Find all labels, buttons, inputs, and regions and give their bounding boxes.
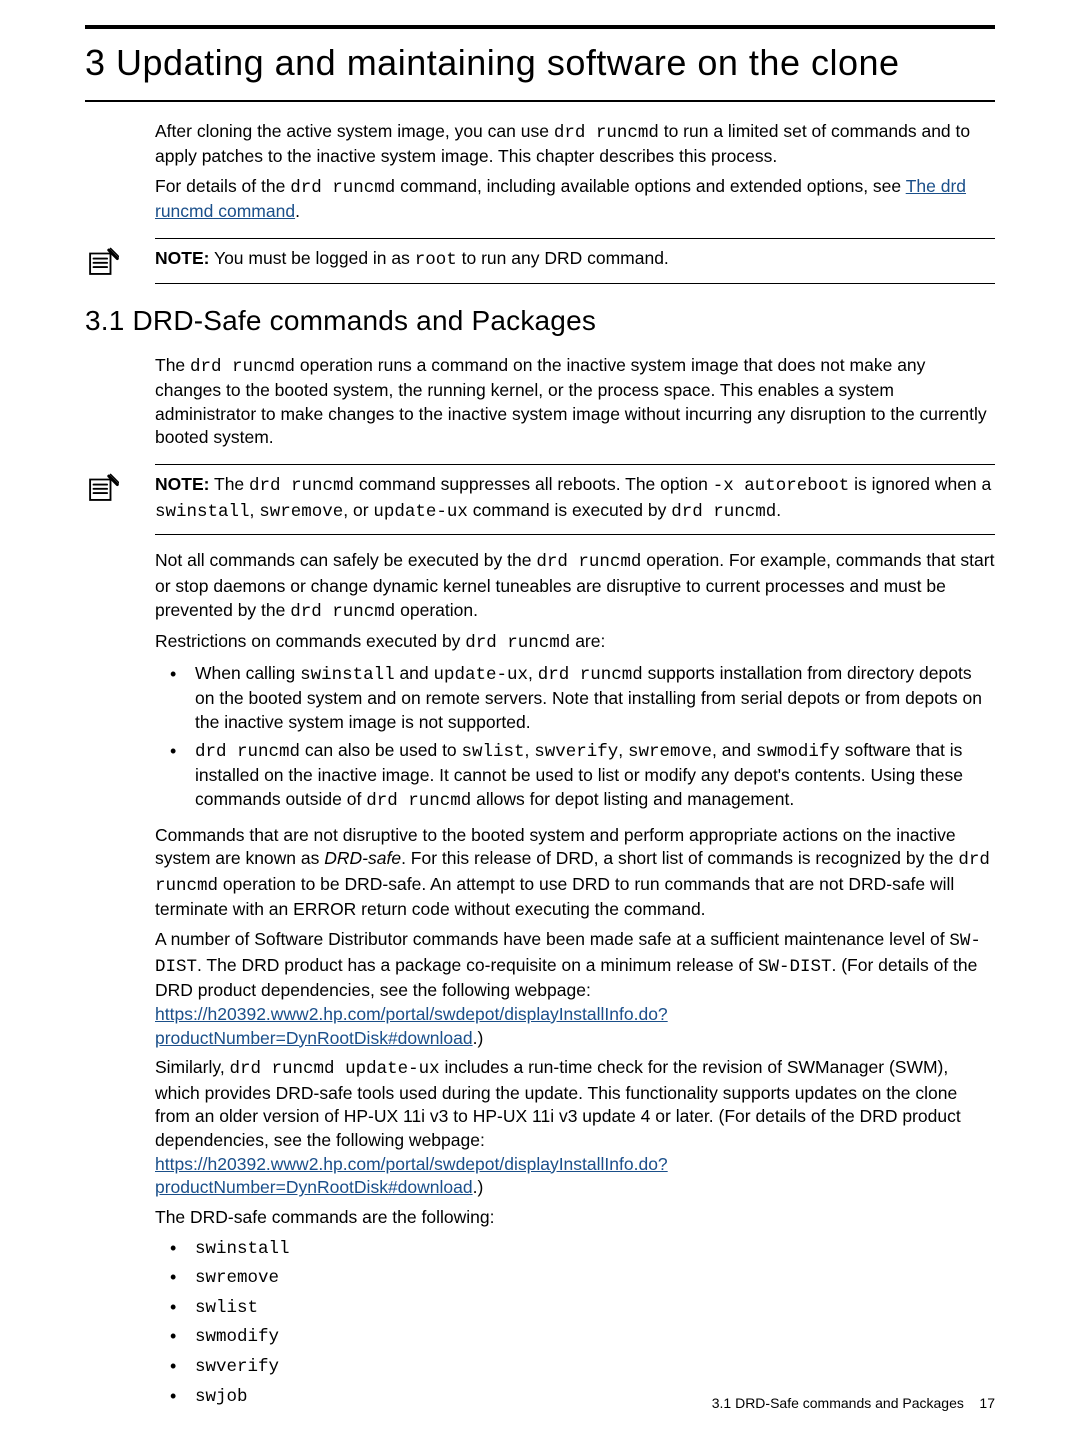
text: .): [473, 1028, 484, 1048]
body-para-7: Similarly, drd runcmd update-ux includes…: [155, 1056, 995, 1200]
intro-para-1: After cloning the active system image, y…: [155, 120, 995, 169]
text: ,: [250, 500, 260, 520]
body-para-6: A number of Software Distributor command…: [155, 928, 995, 1050]
text: You must be logged in as: [209, 248, 414, 268]
code-inline: swlist: [195, 1298, 258, 1318]
text: operation to be DRD-safe. An attempt to …: [155, 874, 954, 920]
code-inline: swremove: [259, 502, 343, 522]
text: is ignored when a: [849, 474, 991, 494]
list-item: swremove: [155, 1265, 995, 1291]
body-para-3: Not all commands can safely be executed …: [155, 549, 995, 624]
code-inline: drd runcmd: [290, 602, 395, 622]
chapter-title: 3 Updating and maintaining software on t…: [85, 25, 995, 102]
section-title-3-1: 3.1 DRD-Safe commands and Packages: [85, 302, 995, 340]
restrictions-list: When calling swinstall and update-ux, dr…: [155, 662, 995, 814]
text: to run any DRD command.: [457, 248, 669, 268]
note-label: NOTE:: [155, 248, 209, 268]
text: ,: [528, 663, 538, 683]
text: Not all commands can safely be executed …: [155, 550, 536, 570]
text: When calling: [195, 663, 300, 683]
page-footer: 3.1 DRD-Safe commands and Packages 17: [712, 1394, 995, 1413]
text: The: [155, 355, 190, 375]
italic-text: DRD-safe: [324, 848, 401, 868]
text: ,: [525, 740, 535, 760]
code-inline: swremove: [195, 1268, 279, 1288]
code-inline: drd runcmd: [249, 476, 354, 496]
list-item: swmodify: [155, 1324, 995, 1350]
code-inline: swinstall: [155, 502, 250, 522]
note-block-1: NOTE: You must be logged in as root to r…: [155, 238, 995, 284]
text: , and: [712, 740, 756, 760]
code-inline: swmodify: [756, 742, 840, 762]
code-inline: update-ux: [434, 665, 529, 685]
text: After cloning the active system image, y…: [155, 121, 554, 141]
text: For details of the: [155, 176, 290, 196]
text: are:: [570, 631, 605, 651]
code-inline: drd runcmd: [671, 502, 776, 522]
code-inline: drd runcmd: [538, 665, 643, 685]
drd-safe-commands-list: swinstall swremove swlist swmodify swver…: [155, 1236, 995, 1410]
code-inline: swverify: [534, 742, 618, 762]
code-inline: swinstall: [195, 1239, 290, 1259]
code-inline: swlist: [462, 742, 525, 762]
code-inline: swmodify: [195, 1327, 279, 1347]
list-item: swinstall: [155, 1236, 995, 1262]
code-inline: swremove: [628, 742, 712, 762]
body-para-4: Restrictions on commands executed by drd…: [155, 630, 995, 656]
code-inline: swinstall: [300, 665, 395, 685]
text: The: [209, 474, 249, 494]
code-inline: drd runcmd: [190, 357, 295, 377]
text: .: [776, 500, 781, 520]
link-hp-swdepot-2[interactable]: https://h20392.www2.hp.com/portal/swdepo…: [155, 1154, 668, 1198]
footer-page-number: 17: [979, 1395, 995, 1411]
note-icon: [85, 471, 119, 505]
note-text: NOTE: You must be logged in as root to r…: [155, 247, 995, 273]
body-para-5: Commands that are not disruptive to the …: [155, 824, 995, 923]
section-3-1-para-1: The drd runcmd operation runs a command …: [155, 354, 995, 451]
code-inline: drd runcmd: [536, 552, 641, 572]
code-inline: drd runcmd: [465, 633, 570, 653]
code-inline: swjob: [195, 1387, 248, 1407]
text: allows for depot listing and management.: [471, 789, 794, 809]
text: command suppresses all reboots. The opti…: [354, 474, 713, 494]
body-para-8: The DRD-safe commands are the following:: [155, 1206, 995, 1230]
list-item: swverify: [155, 1354, 995, 1380]
text: . For this release of DRD, a short list …: [401, 848, 958, 868]
code-inline: drd runcmd: [290, 178, 395, 198]
text: .: [295, 201, 300, 221]
code-inline: swverify: [195, 1357, 279, 1377]
list-item: drd runcmd can also be used to swlist, s…: [155, 739, 995, 814]
text: can also be used to: [300, 740, 462, 760]
note-label: NOTE:: [155, 474, 209, 494]
note-text: NOTE: The drd runcmd command suppresses …: [155, 473, 995, 524]
code-inline: -x autoreboot: [713, 476, 850, 496]
code-inline: drd runcmd: [554, 123, 659, 143]
code-inline: drd runcmd update-ux: [230, 1059, 440, 1079]
note-block-2: NOTE: The drd runcmd command suppresses …: [155, 464, 995, 535]
text: and: [395, 663, 434, 683]
text: Restrictions on commands executed by: [155, 631, 465, 651]
link-hp-swdepot-1[interactable]: https://h20392.www2.hp.com/portal/swdepo…: [155, 1004, 668, 1048]
text: .): [473, 1177, 484, 1197]
code-inline: drd runcmd: [366, 791, 471, 811]
text: A number of Software Distributor command…: [155, 929, 949, 949]
list-item: When calling swinstall and update-ux, dr…: [155, 662, 995, 735]
note-icon: [85, 245, 119, 279]
code-inline: root: [415, 250, 457, 270]
footer-section: 3.1 DRD-Safe commands and Packages: [712, 1395, 964, 1411]
text: Similarly,: [155, 1057, 230, 1077]
text: operation.: [395, 600, 478, 620]
intro-para-2: For details of the drd runcmd command, i…: [155, 175, 995, 224]
code-inline: drd runcmd: [195, 742, 300, 762]
text: ,: [618, 740, 628, 760]
code-inline: SW-DIST: [758, 957, 832, 977]
text: , or: [343, 500, 373, 520]
text: . The DRD product has a package co-requi…: [197, 955, 758, 975]
list-item: swlist: [155, 1295, 995, 1321]
text: command, including available options and…: [395, 176, 905, 196]
code-inline: update-ux: [373, 502, 468, 522]
text: command is executed by: [468, 500, 671, 520]
